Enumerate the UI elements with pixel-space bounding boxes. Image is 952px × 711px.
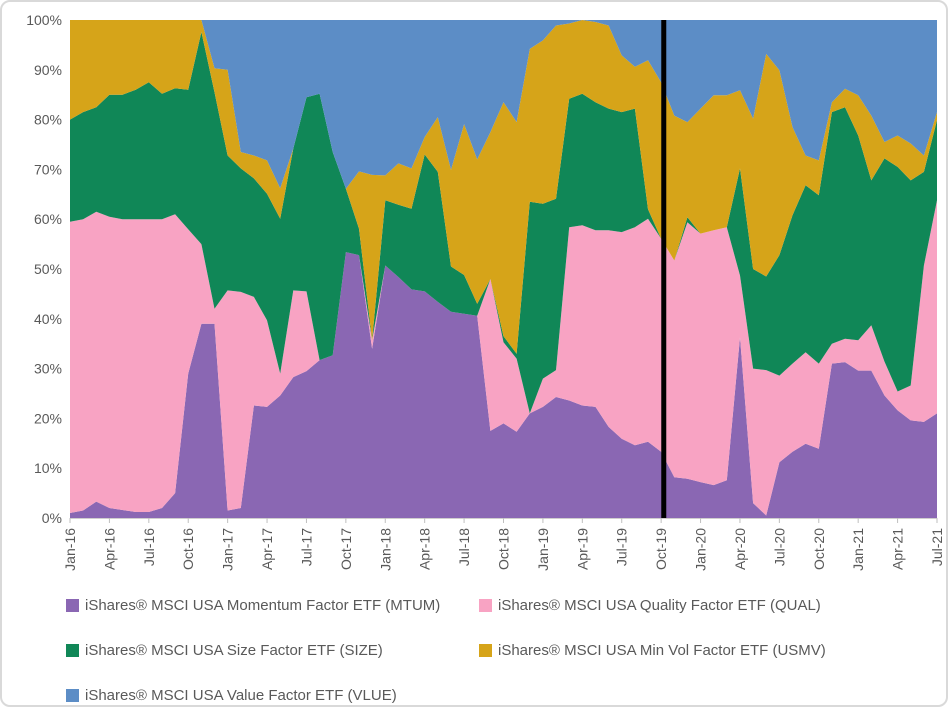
x-axis-label: Jan-17 — [220, 528, 236, 571]
y-axis-label: 90% — [34, 62, 62, 78]
legend-item-4[interactable]: iShares® MSCI USA Value Factor ETF (VLUE… — [66, 687, 397, 704]
x-axis-label: Oct-16 — [180, 528, 196, 570]
y-axis-label: 20% — [34, 410, 62, 426]
x-axis-label: Jan-16 — [62, 528, 78, 571]
x-axis-label: Jul-21 — [929, 528, 945, 566]
legend-swatch-icon — [479, 599, 492, 612]
y-axis-label: 0% — [42, 510, 62, 526]
legend-swatch-icon — [66, 689, 79, 702]
y-axis-label: 10% — [34, 460, 62, 476]
x-axis-label: Jan-21 — [850, 528, 866, 571]
x-axis-label: Jul-19 — [614, 528, 630, 566]
legend-swatch-icon — [66, 599, 79, 612]
x-axis-label: Apr-18 — [417, 528, 433, 570]
y-axis-label: 50% — [34, 261, 62, 277]
y-axis-label: 100% — [26, 12, 62, 28]
x-axis-label: Jan-20 — [693, 528, 709, 571]
divider-line — [661, 20, 667, 518]
x-axis-label: Apr-16 — [101, 528, 117, 570]
area-series-3[interactable] — [70, 20, 937, 354]
x-axis-label: Oct-18 — [496, 528, 512, 570]
y-axis-label: 30% — [34, 361, 62, 377]
legend-swatch-icon — [479, 644, 492, 657]
legend-label: iShares® MSCI USA Momentum Factor ETF (M… — [85, 597, 441, 614]
y-axis-label: 70% — [34, 161, 62, 177]
x-axis-label: Oct-20 — [811, 528, 827, 570]
legend-label: iShares® MSCI USA Quality Factor ETF (QU… — [498, 597, 821, 614]
legend-label: iShares® MSCI USA Min Vol Factor ETF (US… — [498, 642, 826, 659]
legend-item-3[interactable]: iShares® MSCI USA Min Vol Factor ETF (US… — [479, 642, 826, 659]
x-axis-label: Apr-20 — [732, 528, 748, 570]
y-axis-label: 60% — [34, 211, 62, 227]
legend-label: iShares® MSCI USA Size Factor ETF (SIZE) — [85, 642, 383, 659]
legend-label: iShares® MSCI USA Value Factor ETF (VLUE… — [85, 687, 397, 704]
x-axis-label: Jul-18 — [456, 528, 472, 566]
x-axis-label: Jul-20 — [771, 528, 787, 566]
legend-swatch-icon — [66, 644, 79, 657]
x-axis-label: Jan-18 — [377, 528, 393, 571]
x-axis-label: Jan-19 — [535, 528, 551, 571]
stacked-area-chart[interactable]: 0% 10% 20% 30% 40% 50% 60% 70% 80% 90% 100% Jan-16 A… — [2, 2, 952, 598]
legend-item-2[interactable]: iShares® MSCI USA Size Factor ETF (SIZE) — [66, 642, 383, 659]
area-series-1[interactable] — [70, 200, 937, 516]
legend-item-0[interactable]: iShares® MSCI USA Momentum Factor ETF (M… — [66, 597, 440, 614]
x-axis-label: Oct-17 — [338, 528, 354, 570]
area-series-4[interactable] — [70, 20, 937, 189]
legend-item-1[interactable]: iShares® MSCI USA Quality Factor ETF (QU… — [479, 597, 821, 614]
area-series-0[interactable] — [70, 252, 937, 518]
x-axis-label: Apr-21 — [890, 528, 906, 570]
x-axis-label: Jul-17 — [298, 528, 314, 566]
y-axis-label: 80% — [34, 112, 62, 128]
x-axis-label: Jul-16 — [141, 528, 157, 566]
y-axis-label: 40% — [34, 311, 62, 327]
x-axis-label: Apr-19 — [574, 528, 590, 570]
area-series-2[interactable] — [70, 32, 937, 414]
x-axis-label: Oct-19 — [653, 528, 669, 570]
x-axis-label: Apr-17 — [259, 528, 275, 570]
chart-legend: iShares® MSCI USA Momentum Factor ETF (M… — [2, 590, 952, 710]
